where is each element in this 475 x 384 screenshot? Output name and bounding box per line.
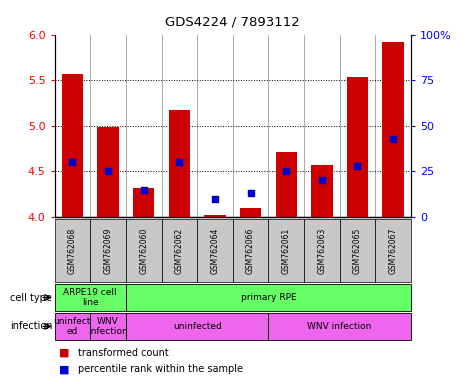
- Text: infection: infection: [10, 321, 52, 331]
- Bar: [133, 188, 154, 217]
- Bar: [276, 152, 297, 217]
- Bar: [268, 219, 304, 282]
- Point: [140, 187, 147, 193]
- Bar: [311, 165, 332, 217]
- Bar: [204, 215, 226, 217]
- Bar: [347, 76, 368, 217]
- Text: uninfected: uninfected: [173, 322, 221, 331]
- Point: [104, 168, 112, 174]
- Bar: [90, 313, 126, 340]
- Bar: [126, 219, 162, 282]
- Text: primary RPE: primary RPE: [240, 293, 296, 302]
- Point: [247, 190, 255, 196]
- Bar: [268, 313, 411, 340]
- Bar: [375, 219, 411, 282]
- Point: [211, 196, 218, 202]
- Point: [68, 159, 76, 166]
- Point: [318, 177, 326, 184]
- Text: GSM762060: GSM762060: [139, 227, 148, 274]
- Text: GSM762069: GSM762069: [104, 227, 113, 274]
- Bar: [162, 219, 197, 282]
- Text: GSM762063: GSM762063: [317, 227, 326, 274]
- Text: GSM762065: GSM762065: [353, 227, 362, 274]
- Text: transformed count: transformed count: [78, 348, 169, 358]
- Text: cell type: cell type: [10, 293, 52, 303]
- Text: GDS4224 / 7893112: GDS4224 / 7893112: [165, 15, 300, 28]
- Text: percentile rank within the sample: percentile rank within the sample: [78, 364, 243, 374]
- Bar: [240, 208, 261, 217]
- Text: uninfect
ed: uninfect ed: [54, 317, 91, 336]
- Text: GSM762061: GSM762061: [282, 227, 291, 274]
- Bar: [55, 313, 90, 340]
- Bar: [62, 74, 83, 217]
- Text: GSM762067: GSM762067: [389, 227, 398, 274]
- Bar: [382, 42, 404, 217]
- Bar: [197, 219, 233, 282]
- Text: WNV infection: WNV infection: [307, 322, 372, 331]
- Text: WNV
infection: WNV infection: [88, 317, 128, 336]
- Bar: [126, 313, 268, 340]
- Bar: [126, 284, 411, 311]
- Bar: [97, 127, 119, 217]
- Text: GSM762068: GSM762068: [68, 227, 77, 274]
- Text: ■: ■: [59, 348, 70, 358]
- Point: [282, 168, 290, 174]
- Text: GSM762064: GSM762064: [210, 227, 219, 274]
- Text: GSM762066: GSM762066: [246, 227, 255, 274]
- Bar: [169, 110, 190, 217]
- Bar: [55, 284, 126, 311]
- Text: ■: ■: [59, 364, 70, 374]
- Bar: [90, 219, 126, 282]
- Bar: [233, 219, 268, 282]
- Bar: [304, 219, 340, 282]
- Point: [176, 159, 183, 166]
- Text: GSM762062: GSM762062: [175, 227, 184, 274]
- Point: [390, 136, 397, 142]
- Bar: [340, 219, 375, 282]
- Bar: [55, 219, 90, 282]
- Text: ARPE19 cell
line: ARPE19 cell line: [64, 288, 117, 307]
- Point: [353, 163, 361, 169]
